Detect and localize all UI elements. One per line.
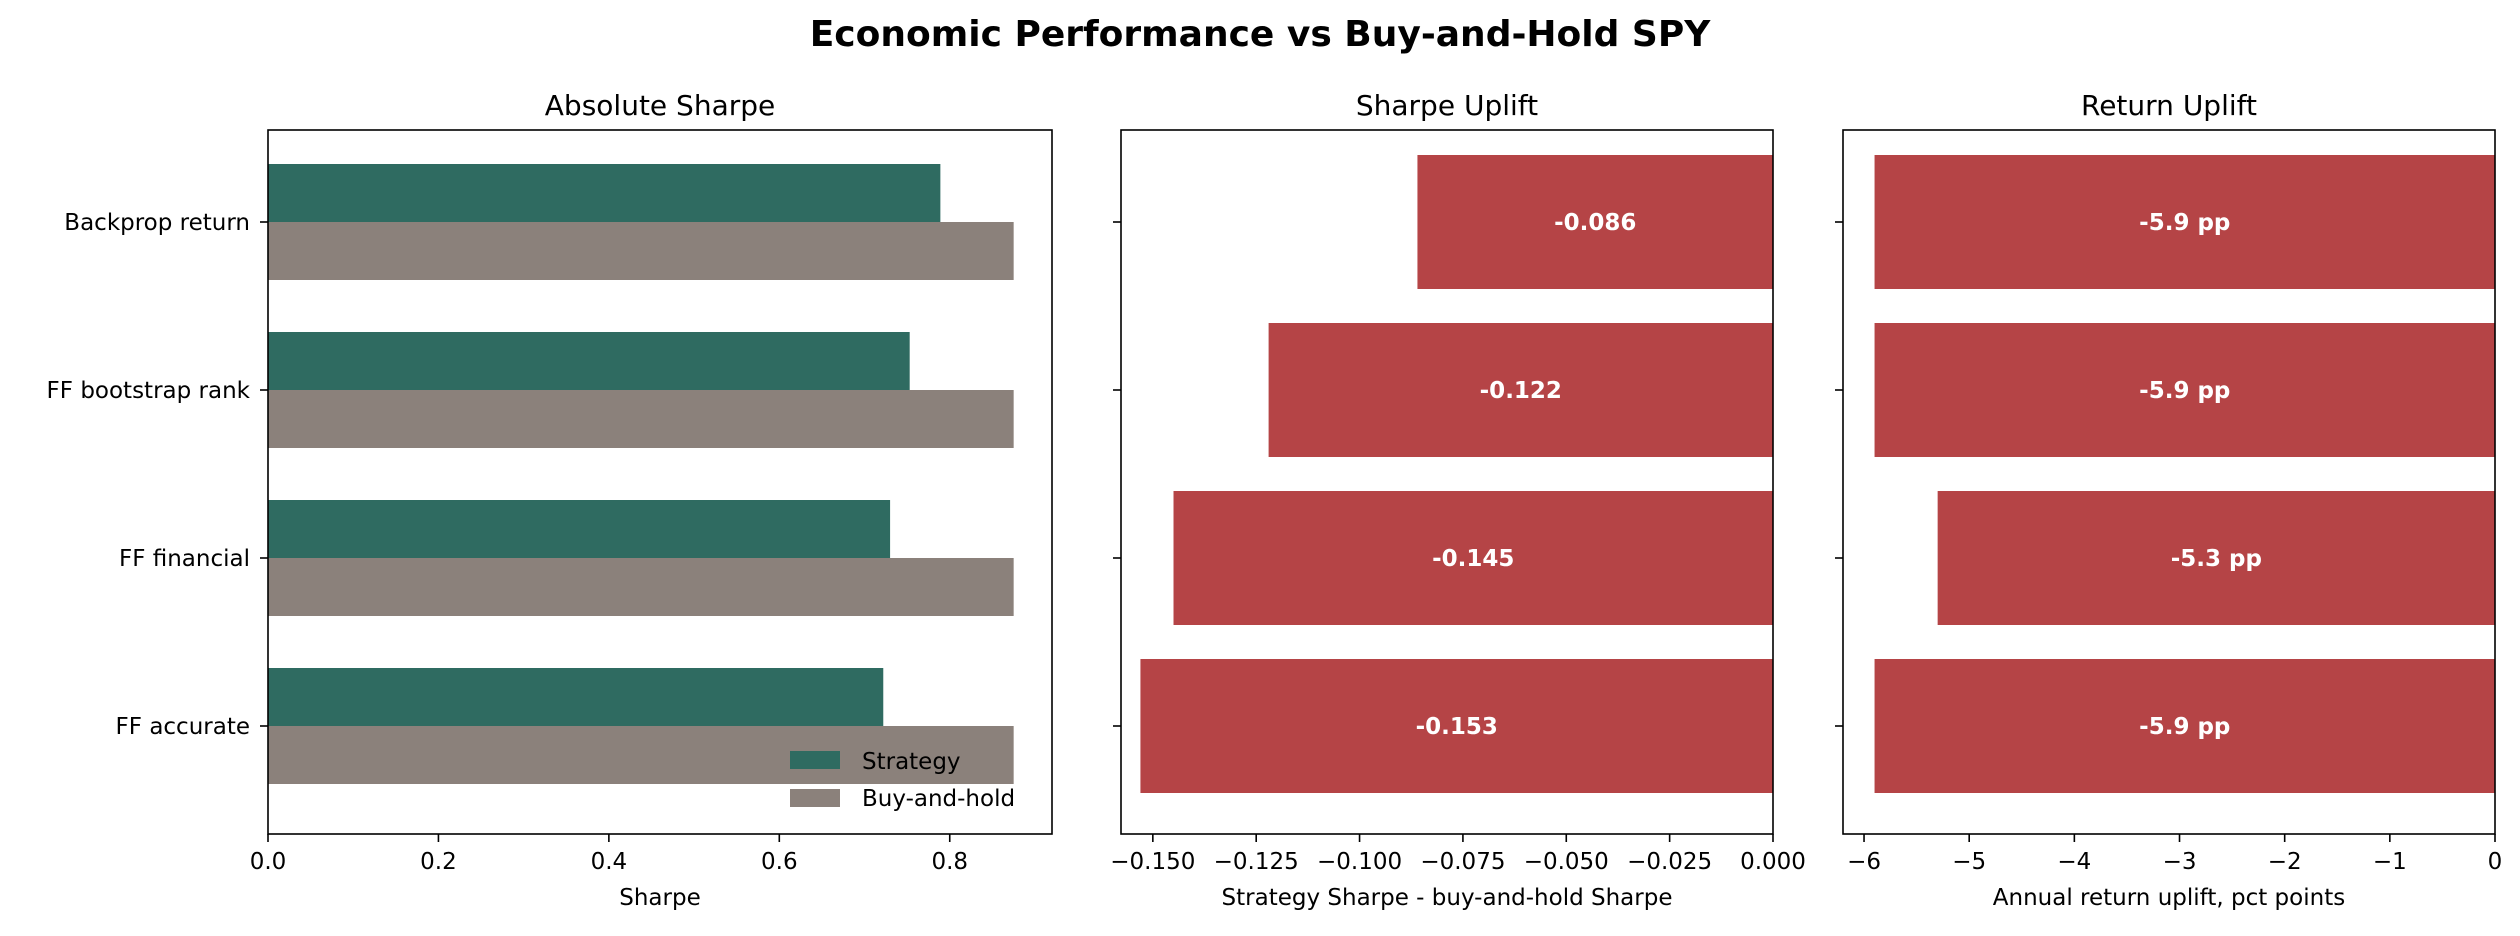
sharpe-uplift-panel: -0.086-0.122-0.145-0.153 −0.150 −0.125 −0.… xyxy=(1110,89,1806,911)
bar-buy-and-hold-ff-accurate xyxy=(268,726,1014,784)
absolute-sharpe-panel: 0.0 0.2 0.4 0.6 0.8 Backprop return FF bootst… xyxy=(47,89,1053,911)
return-uplift-x-tick-label: −4 xyxy=(2057,849,2091,875)
bar-buy-and-hold-backprop-return xyxy=(268,222,1014,280)
return-uplift-x-tick-label: −5 xyxy=(1952,849,1986,875)
return-uplift-title: Return Uplift xyxy=(2081,89,2257,122)
sharpe-uplift-data-label: -0.122 xyxy=(1480,378,1562,404)
sharpe-uplift-x-tick-label: −0.025 xyxy=(1627,849,1712,875)
return-uplift-x-tick-label: −3 xyxy=(2163,849,2197,875)
absolute-sharpe-y-ticks: Backprop return FF bootstrap rank FF finan… xyxy=(47,210,268,740)
sharpe-uplift-x-tick-label: −0.125 xyxy=(1214,849,1299,875)
return-uplift-bar-ff-accurate xyxy=(1874,659,2495,793)
sharpe-uplift-y-ticks xyxy=(1113,221,1121,727)
absolute-sharpe-x-tick-label: 0.0 xyxy=(250,849,287,875)
return-uplift-bar-ff-bootstrap-rank xyxy=(1874,323,2495,457)
absolute-sharpe-x-tick-label: 0.6 xyxy=(761,849,798,875)
legend-label-buy-and-hold: Buy-and-hold xyxy=(862,786,1015,812)
return-uplift-bar-backprop-return xyxy=(1874,155,2495,289)
sharpe-uplift-bar-backprop-return xyxy=(1417,155,1773,289)
return-uplift-frame xyxy=(1842,129,2496,835)
bar-strategy-ff-bootstrap-rank xyxy=(268,332,910,390)
sharpe-uplift-title: Sharpe Uplift xyxy=(1356,89,1538,122)
category-label-backprop-return: Backprop return xyxy=(64,210,250,236)
absolute-sharpe-frame xyxy=(267,129,1053,835)
sharpe-uplift-data-label: -0.153 xyxy=(1416,714,1498,740)
absolute-sharpe-x-axis-label: Sharpe xyxy=(619,885,700,911)
return-uplift-data-label: -5.9 pp xyxy=(2139,714,2230,740)
sharpe-uplift-frame xyxy=(1120,129,1774,835)
return-uplift-x-tick-label: −1 xyxy=(2373,849,2407,875)
sharpe-uplift-bars xyxy=(1140,155,1773,793)
absolute-sharpe-x-tick-label: 0.8 xyxy=(931,849,968,875)
return-uplift-bar-labels: -5.9 pp -5.9 pp -5.3 pp -5.9 pp xyxy=(2139,210,2262,740)
absolute-sharpe-title: Absolute Sharpe xyxy=(545,89,775,122)
return-uplift-x-tick-label: −2 xyxy=(2268,849,2302,875)
sharpe-uplift-bar-labels: -0.086 -0.122 -0.145 -0.153 xyxy=(1416,210,1637,740)
category-label-ff-bootstrap-rank: FF bootstrap rank xyxy=(47,378,251,404)
figure-title: Economic Performance vs Buy-and-Hold SPY xyxy=(810,14,1712,55)
return-uplift-x-tick-label: 0 xyxy=(2488,849,2503,875)
sharpe-uplift-x-tick-label: 0.000 xyxy=(1740,849,1806,875)
sharpe-uplift-x-ticks: −0.150 −0.125 −0.100 −0.075 −0.050 −0.025 0.00… xyxy=(1110,834,1806,875)
legend-label-strategy: Strategy xyxy=(862,749,961,775)
return-uplift-x-tick-label: −6 xyxy=(1847,849,1881,875)
sharpe-uplift-x-tick-label: −0.075 xyxy=(1420,849,1505,875)
bar-strategy-backprop-return xyxy=(268,164,941,222)
bar-strategy-ff-financial xyxy=(268,500,891,558)
sharpe-uplift-x-tick-label: −0.150 xyxy=(1110,849,1195,875)
sharpe-uplift-data-label: -0.145 xyxy=(1432,546,1514,572)
category-label-ff-accurate: FF accurate xyxy=(116,714,250,740)
return-uplift-y-ticks xyxy=(1835,221,1843,727)
return-uplift-panel: -5.9 pp-5.9 pp-5.3 pp-5.9 pp −6 −5 −4 −3 −2−… xyxy=(1835,89,2502,911)
bar-strategy-ff-accurate xyxy=(268,668,884,726)
sharpe-uplift-bar-ff-bootstrap-rank xyxy=(1268,323,1773,457)
legend-swatch-buy-and-hold xyxy=(790,789,840,807)
return-uplift-x-ticks: −6 −5 −4 −3 −2 −1 0 xyxy=(1847,834,2502,875)
absolute-sharpe-x-ticks: 0.0 0.2 0.4 0.6 0.8 xyxy=(250,834,968,875)
sharpe-uplift-bar-ff-accurate xyxy=(1140,659,1773,793)
return-uplift-data-label: -5.9 pp xyxy=(2139,210,2230,236)
return-uplift-x-axis-label: Annual return uplift, pct points xyxy=(1993,885,2345,911)
sharpe-uplift-x-tick-label: −0.050 xyxy=(1524,849,1609,875)
sharpe-uplift-x-axis-label: Strategy Sharpe - buy-and-hold Sharpe xyxy=(1222,885,1673,911)
return-uplift-data-label: -5.3 pp xyxy=(2171,546,2262,572)
return-uplift-data-label: -5.9 pp xyxy=(2139,378,2230,404)
sharpe-uplift-data-label: -0.086 xyxy=(1554,210,1636,236)
absolute-sharpe-x-tick-label: 0.4 xyxy=(591,849,628,875)
bar-buy-and-hold-ff-financial xyxy=(268,558,1014,616)
category-label-ff-financial: FF financial xyxy=(119,546,250,572)
sharpe-uplift-bar-ff-financial xyxy=(1173,491,1773,625)
bar-buy-and-hold-ff-bootstrap-rank xyxy=(268,390,1014,448)
legend: Strategy Buy-and-hold xyxy=(790,749,1015,812)
return-uplift-bar-ff-financial xyxy=(1937,491,2495,625)
absolute-sharpe-bars xyxy=(268,164,1014,784)
legend-swatch-strategy xyxy=(790,751,840,769)
absolute-sharpe-x-tick-label: 0.2 xyxy=(420,849,457,875)
sharpe-uplift-x-tick-label: −0.100 xyxy=(1317,849,1402,875)
return-uplift-bars xyxy=(1874,155,2495,793)
